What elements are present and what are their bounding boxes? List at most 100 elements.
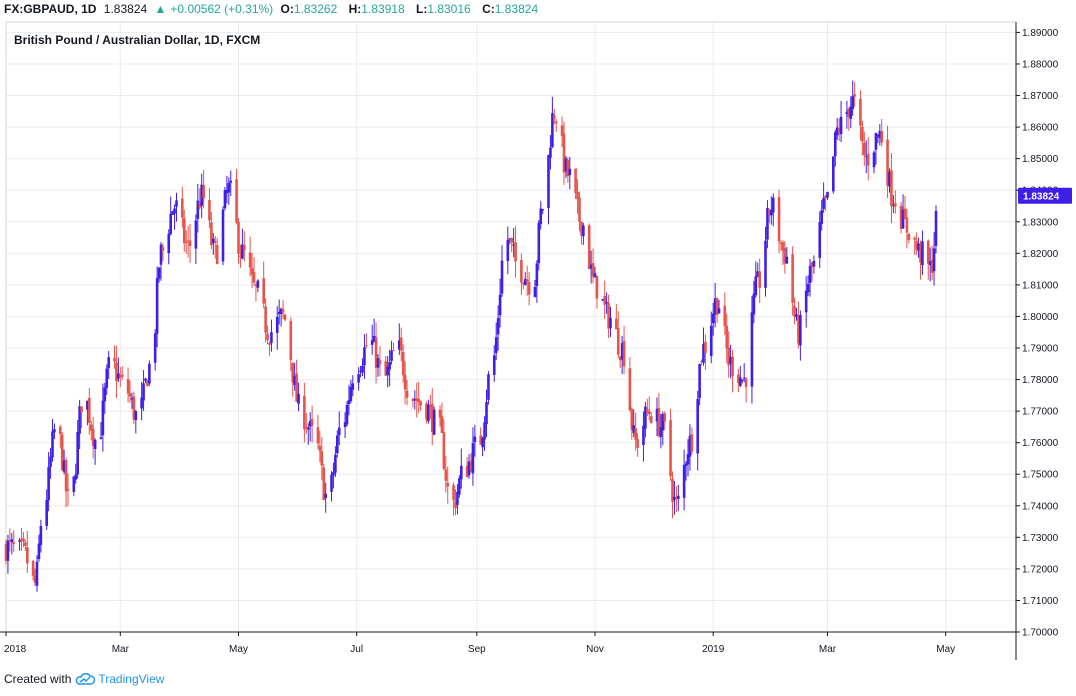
candle-body (930, 259, 934, 273)
candle-body (717, 308, 721, 314)
y-tick-label: 1.83000 (1022, 217, 1059, 228)
candle-up (537, 220, 541, 271)
candle-down (553, 108, 556, 125)
candle-body (876, 134, 880, 136)
candle-body (793, 305, 796, 317)
candle-body (799, 315, 802, 346)
candle-up (839, 100, 843, 143)
candle-body (473, 436, 477, 443)
candle-body (417, 398, 420, 403)
candle-body (8, 540, 12, 542)
candle-up (752, 280, 756, 324)
candle-body (595, 275, 599, 299)
candlestick-chart[interactable]: British Pound / Australian Dollar, 1D, F… (0, 0, 1076, 672)
candle-down (444, 456, 448, 493)
candle-down (262, 261, 265, 309)
candle-body (770, 210, 773, 216)
candle-body (47, 467, 50, 501)
candle-body (520, 259, 523, 283)
candle-up (398, 323, 401, 355)
candle-body (78, 406, 81, 434)
candle-body (26, 547, 29, 564)
candle-body (700, 361, 703, 363)
candle-body (148, 363, 151, 384)
candle-body (215, 244, 219, 264)
candle-body (566, 159, 570, 176)
candle-up (308, 412, 312, 442)
candle-body (655, 408, 659, 422)
candle-body (159, 244, 163, 265)
candle-down (411, 397, 415, 408)
candle-body (49, 456, 52, 467)
candle-body (888, 171, 891, 187)
candle-body (646, 409, 649, 412)
candle-up (506, 226, 510, 274)
candle-down (723, 292, 727, 335)
candle-body (632, 425, 636, 433)
candle-body (851, 95, 854, 110)
candle-up (564, 155, 568, 178)
candle-body (336, 435, 339, 454)
candle-body (89, 424, 93, 431)
candle-down (793, 297, 796, 325)
candle-up (35, 555, 39, 592)
candle-body (487, 374, 490, 400)
time-axis[interactable]: 2018 Mar May Jul Sep Nov 2019 Mar May (4, 632, 955, 655)
candle-down (316, 414, 320, 450)
candle-up (359, 365, 362, 378)
candle-body (469, 460, 473, 471)
candle-up (142, 370, 145, 412)
candle-up (785, 246, 789, 264)
candle-body (915, 240, 918, 250)
candle-down (20, 527, 23, 551)
candle-body (444, 469, 448, 481)
candle-up (212, 232, 215, 255)
candle-up (766, 200, 769, 249)
candle-body (494, 337, 498, 354)
candle-body (438, 409, 442, 418)
candle-down (913, 236, 916, 256)
candle-body (167, 233, 171, 254)
candle-body (826, 191, 829, 198)
candle-down (525, 265, 529, 296)
candle-down (113, 345, 116, 369)
candle-body (593, 273, 597, 278)
candle-down (675, 486, 678, 513)
tradingview-link[interactable]: TradingView (75, 672, 164, 686)
candle-down (758, 258, 761, 304)
candle-body (262, 278, 265, 304)
candle-body (347, 400, 351, 405)
candle-down (554, 118, 558, 133)
candle-body (194, 220, 198, 249)
candle-up (225, 176, 229, 204)
candle-up (605, 292, 608, 314)
candle-body (140, 397, 143, 409)
candle-up (702, 327, 705, 366)
candle-body (739, 377, 742, 386)
close-value: 1.83824 (494, 2, 539, 16)
candle-body (345, 404, 349, 425)
candle-down (415, 382, 419, 418)
candle-up (688, 424, 692, 471)
candle-body (53, 429, 56, 433)
candle-body (99, 437, 103, 439)
price-axis[interactable]: 1.70000 1.71000 1.72000 1.73000 1.74000 1.750… (1016, 28, 1059, 639)
candle-up (849, 96, 853, 129)
candle-body (318, 445, 322, 451)
candle-body (471, 443, 475, 474)
candle-down (281, 299, 285, 319)
candle-body (835, 127, 839, 136)
candle-body (609, 317, 612, 329)
candle-up (49, 447, 52, 479)
candle-up (750, 296, 754, 404)
candle-body (601, 299, 605, 301)
candle-body (603, 296, 606, 305)
current-price-badge: 1.83824 (1018, 187, 1072, 204)
candle-up (684, 461, 688, 481)
candle-down (429, 394, 432, 420)
candle-down (607, 294, 610, 338)
candle-body (727, 347, 730, 366)
candle-body (196, 200, 200, 219)
x-tick-label: 2019 (702, 644, 725, 655)
candle-body (465, 465, 469, 478)
